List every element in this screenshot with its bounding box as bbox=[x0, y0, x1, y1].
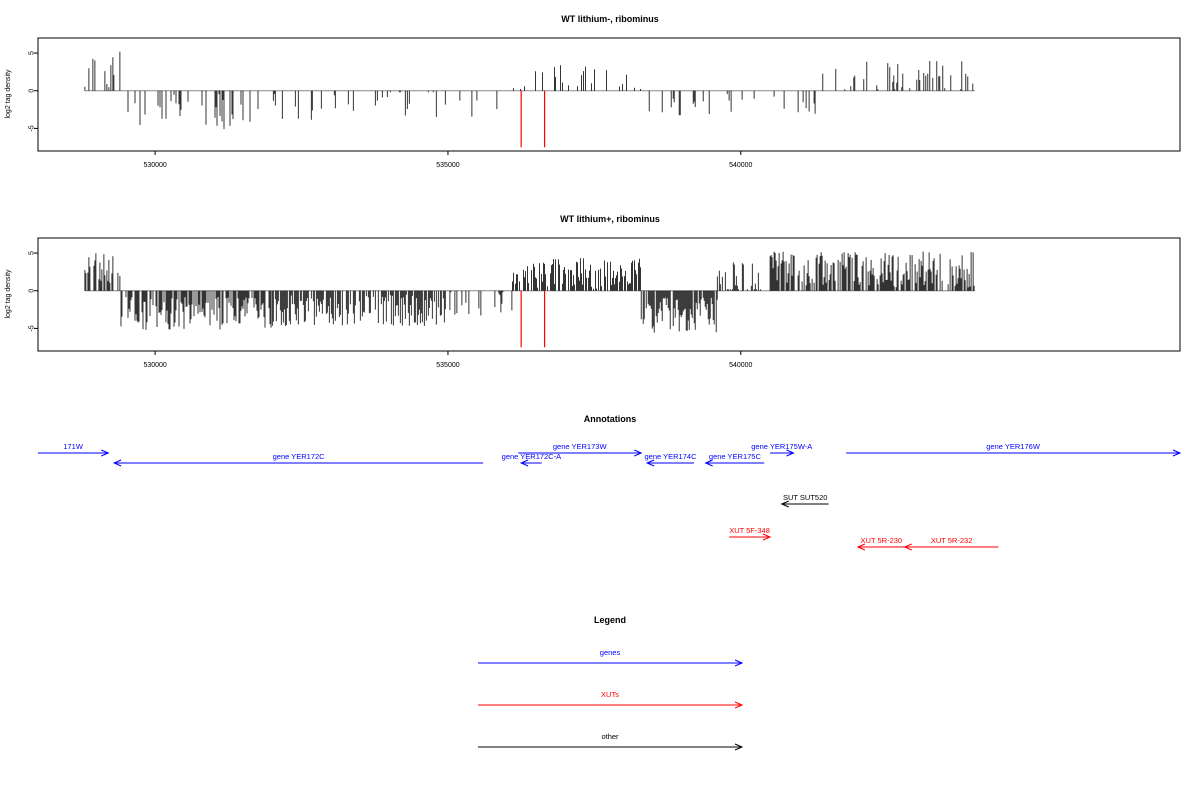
y-tick-label: 0 bbox=[29, 289, 36, 293]
feature-label: gene YER172C-A bbox=[502, 452, 561, 461]
legend-items: genes XUTs other bbox=[478, 648, 744, 751]
arrow-head bbox=[734, 701, 744, 709]
y-axis-label: log2 tag density bbox=[5, 69, 12, 119]
y-axis: -5 0 5 bbox=[29, 251, 38, 332]
arrow-head bbox=[1172, 449, 1182, 457]
arrow-head bbox=[734, 743, 744, 751]
arrow-head bbox=[519, 459, 529, 467]
density-bars bbox=[84, 51, 976, 148]
legend-item: XUTs bbox=[478, 690, 744, 709]
arrow-head bbox=[786, 449, 795, 457]
feature-label: gene YER175C bbox=[709, 452, 762, 461]
panel-lithium-plus: WT lithium+, ribominus log2 tag density … bbox=[5, 214, 1181, 369]
arrow-head bbox=[645, 459, 655, 467]
x-tick-label: 540000 bbox=[729, 362, 752, 369]
density-bars bbox=[84, 251, 976, 348]
y-tick-label: 5 bbox=[29, 51, 36, 55]
plot-frame bbox=[37, 237, 1181, 352]
panel-title: WT lithium+, ribominus bbox=[560, 214, 660, 224]
feature-label: XUT 5R-232 bbox=[931, 536, 973, 545]
feature-label: XUT 5F-348 bbox=[729, 526, 770, 535]
legend-label: other bbox=[601, 732, 619, 741]
y-tick-label: 5 bbox=[29, 251, 36, 255]
feature-genes: gene YER175C bbox=[704, 452, 765, 467]
arrow-head bbox=[903, 543, 912, 551]
annotations-track: Annotations 171W gene YER172C gene YER172C… bbox=[38, 414, 1182, 551]
y-tick-label: -5 bbox=[29, 125, 36, 131]
annotations-title: Annotations bbox=[584, 414, 637, 424]
feature-label: gene YER174C bbox=[645, 452, 698, 461]
y-tick-label: 0 bbox=[29, 89, 36, 93]
x-tick-label: 535000 bbox=[436, 362, 459, 369]
x-tick-label: 540000 bbox=[729, 162, 752, 169]
feature-other: SUT SUT520 bbox=[780, 493, 829, 508]
feature-XUTs: XUT 5F-348 bbox=[729, 526, 772, 541]
legend-item: genes bbox=[478, 648, 744, 667]
panel-lithium-minus: WT lithium-, ribominus log2 tag density … bbox=[5, 14, 1181, 169]
arrow-head bbox=[762, 533, 772, 541]
arrow-head bbox=[634, 449, 643, 457]
feature-genes: gene YER176W bbox=[846, 442, 1182, 457]
arrow-head bbox=[780, 500, 789, 508]
legend-item: other bbox=[478, 732, 744, 751]
feature-label: SUT SUT520 bbox=[783, 493, 827, 502]
feature-label: XUT 5R-230 bbox=[861, 536, 903, 545]
x-axis: 530000 535000 540000 bbox=[143, 351, 753, 369]
feature-XUTs: XUT 5R-230 bbox=[856, 536, 905, 551]
feature-genes: 171W bbox=[38, 442, 110, 457]
feature-genes: gene YER175W-A bbox=[751, 442, 812, 457]
feature-genes: gene YER172C bbox=[112, 452, 484, 467]
feature-XUTs: XUT 5R-232 bbox=[903, 536, 999, 551]
panel-title: WT lithium-, ribominus bbox=[561, 14, 659, 24]
feature-label: gene YER175W-A bbox=[751, 442, 812, 451]
plot-frame bbox=[37, 37, 1181, 152]
x-tick-label: 530000 bbox=[143, 362, 166, 369]
feature-genes: gene YER173W bbox=[518, 442, 643, 457]
y-axis: -5 0 5 bbox=[29, 51, 38, 132]
arrow-head bbox=[704, 459, 713, 467]
feature-label: gene YER172C bbox=[273, 452, 326, 461]
feature-genes: gene YER172C-A bbox=[502, 452, 561, 467]
y-axis-label: log2 tag density bbox=[5, 269, 12, 319]
x-tick-label: 535000 bbox=[436, 162, 459, 169]
arrow-head bbox=[112, 459, 122, 467]
arrow-head bbox=[856, 543, 866, 551]
legend-title: Legend bbox=[594, 615, 626, 625]
feature-label: gene YER173W bbox=[553, 442, 608, 451]
legend: Legend genes XUTs other bbox=[478, 615, 744, 751]
y-tick-label: -5 bbox=[29, 325, 36, 331]
legend-label: genes bbox=[600, 648, 621, 657]
legend-label: XUTs bbox=[601, 690, 619, 699]
x-tick-label: 530000 bbox=[143, 162, 166, 169]
feature-label: 171W bbox=[63, 442, 84, 451]
x-axis: 530000 535000 540000 bbox=[143, 151, 753, 169]
feature-label: gene YER176W bbox=[986, 442, 1041, 451]
arrow-head bbox=[734, 659, 744, 667]
feature-genes: gene YER174C bbox=[645, 452, 698, 467]
arrow-head bbox=[101, 449, 110, 457]
